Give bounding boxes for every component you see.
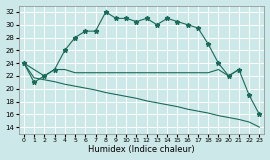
X-axis label: Humidex (Indice chaleur): Humidex (Indice chaleur) [88,145,195,154]
